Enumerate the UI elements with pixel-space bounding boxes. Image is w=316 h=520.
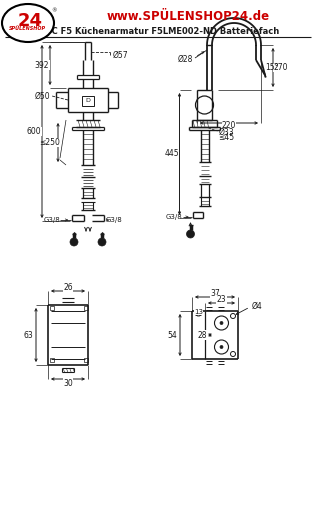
Circle shape bbox=[98, 238, 106, 246]
Text: 600: 600 bbox=[27, 127, 41, 136]
Text: 270: 270 bbox=[274, 63, 288, 72]
Text: 392: 392 bbox=[35, 60, 49, 70]
Circle shape bbox=[186, 230, 195, 238]
Text: Ø28: Ø28 bbox=[178, 55, 193, 63]
Text: 24: 24 bbox=[17, 12, 42, 30]
Circle shape bbox=[230, 352, 235, 357]
Circle shape bbox=[220, 345, 223, 348]
Circle shape bbox=[215, 340, 228, 354]
Text: SPÜLENSHOP: SPÜLENSHOP bbox=[9, 25, 46, 31]
Circle shape bbox=[230, 314, 235, 318]
Circle shape bbox=[196, 96, 214, 114]
Bar bbox=[84, 306, 88, 310]
Text: Ø57: Ø57 bbox=[113, 50, 129, 59]
Bar bbox=[50, 306, 54, 310]
Text: ⬆: ⬆ bbox=[99, 231, 106, 240]
Text: G3/8: G3/8 bbox=[166, 214, 183, 220]
Circle shape bbox=[215, 316, 228, 330]
Bar bbox=[84, 358, 88, 362]
Text: Ø33: Ø33 bbox=[218, 127, 234, 136]
Text: 445: 445 bbox=[164, 150, 179, 159]
Text: 54: 54 bbox=[167, 331, 177, 340]
Text: 13: 13 bbox=[194, 309, 203, 315]
Ellipse shape bbox=[2, 4, 54, 42]
Text: D: D bbox=[86, 98, 90, 103]
Circle shape bbox=[70, 238, 78, 246]
Text: Ø50: Ø50 bbox=[34, 92, 50, 100]
Text: 30: 30 bbox=[63, 379, 73, 387]
Text: 63: 63 bbox=[23, 331, 33, 340]
Text: 23: 23 bbox=[217, 295, 226, 305]
Text: G3/8: G3/8 bbox=[43, 217, 60, 223]
Text: ⬆: ⬆ bbox=[70, 231, 77, 240]
Text: 26: 26 bbox=[63, 282, 73, 292]
Text: 28: 28 bbox=[197, 331, 207, 340]
Bar bbox=[82, 96, 94, 106]
Text: 37: 37 bbox=[210, 289, 220, 297]
Text: ≤250: ≤250 bbox=[40, 138, 60, 147]
Text: G3/8: G3/8 bbox=[106, 217, 123, 223]
Text: Ø4: Ø4 bbox=[252, 302, 263, 310]
Text: www.SPÜLENSHOP24.de: www.SPÜLENSHOP24.de bbox=[106, 10, 270, 23]
Circle shape bbox=[220, 321, 223, 324]
Text: ®: ® bbox=[51, 8, 57, 14]
Bar bbox=[50, 358, 54, 362]
Text: 220: 220 bbox=[222, 122, 236, 131]
Text: ≤45: ≤45 bbox=[218, 134, 234, 142]
Text: KWC F5 Küchenarmatur F5LME002-ND Batteriefach: KWC F5 Küchenarmatur F5LME002-ND Batteri… bbox=[36, 27, 280, 35]
Text: 15°: 15° bbox=[265, 62, 278, 71]
